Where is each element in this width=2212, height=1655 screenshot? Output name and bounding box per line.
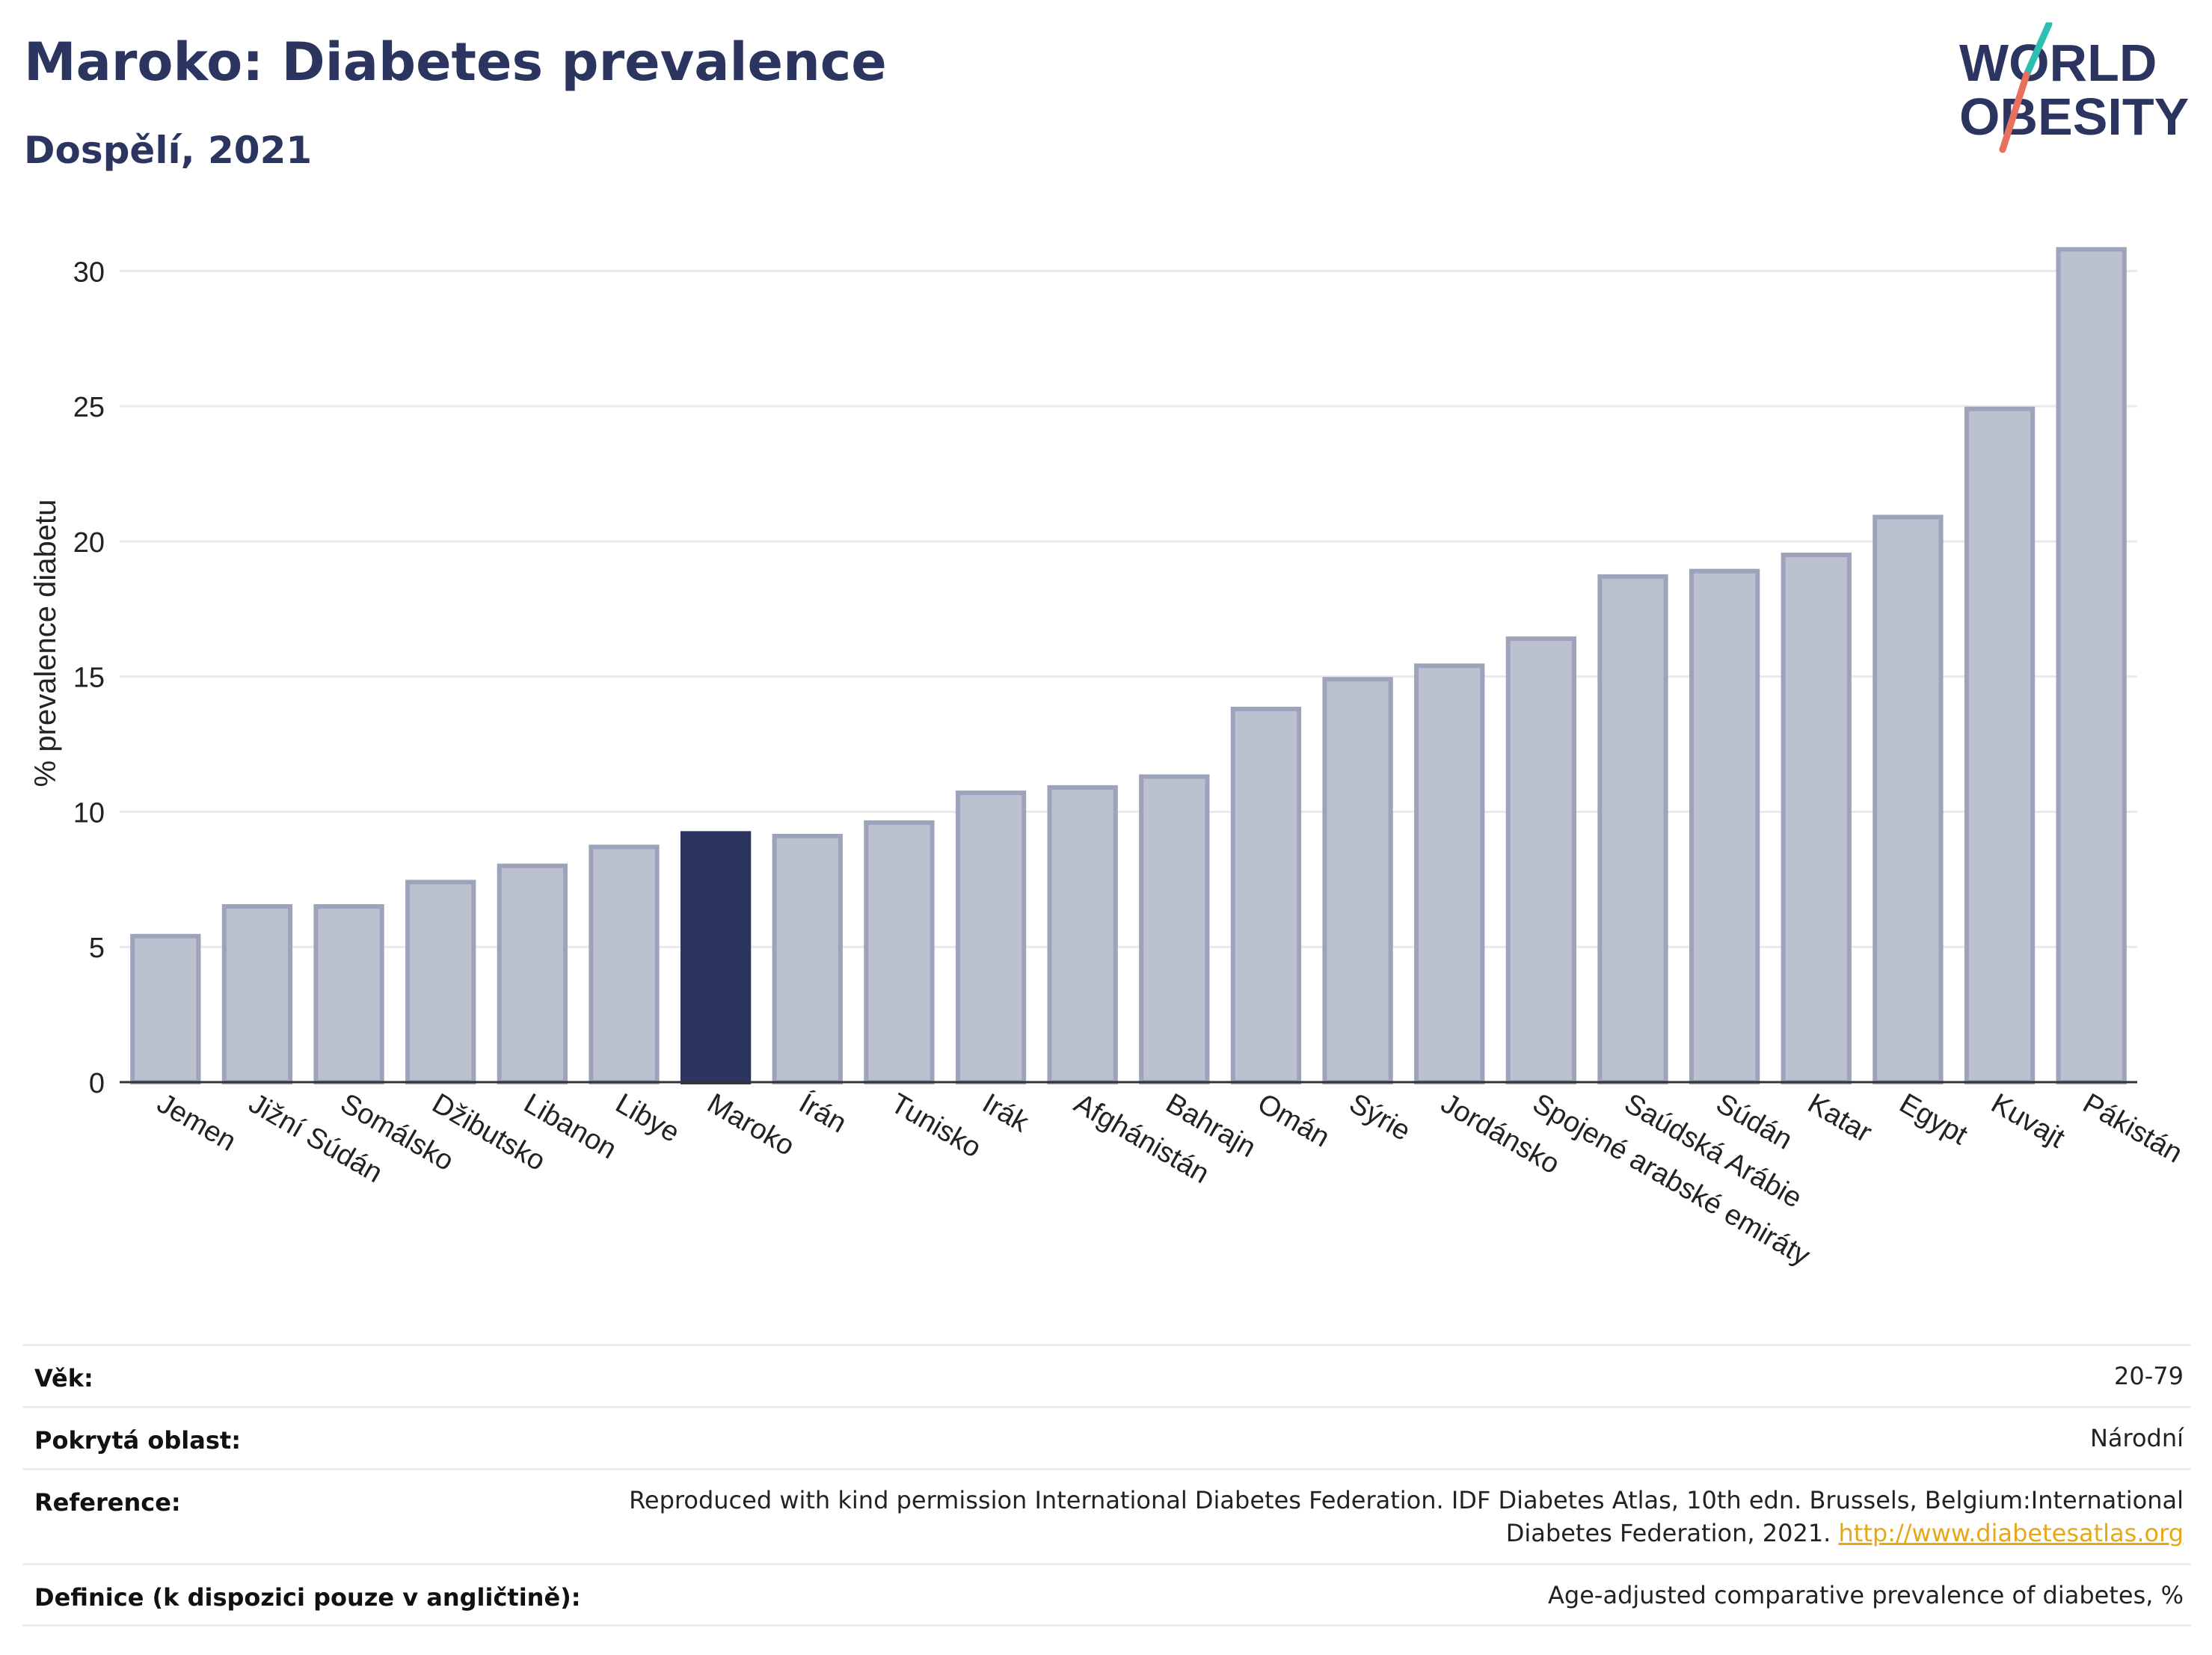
y-tick-label: 30	[73, 257, 105, 288]
info-row-age: Věk: 20-79	[22, 1344, 2191, 1406]
chart-title: Maroko: Diabetes prevalence	[24, 31, 887, 93]
bar-21	[2056, 247, 2127, 1085]
bar-4	[497, 863, 568, 1084]
bar-11	[1139, 774, 1210, 1084]
y-tick-label: 0	[89, 1068, 105, 1099]
x-tick-label: Libye	[610, 1087, 685, 1149]
bar-12	[1230, 707, 1302, 1084]
bar-0	[130, 933, 201, 1084]
y-tick-label: 10	[73, 797, 105, 829]
age-value: 20-79	[2114, 1362, 2184, 1390]
bar-19	[1872, 515, 1944, 1084]
bar-9	[955, 790, 1027, 1085]
bar-14	[1414, 663, 1485, 1084]
reference-label: Reference:	[34, 1488, 181, 1517]
bar-5	[589, 844, 660, 1085]
age-label: Věk:	[34, 1364, 93, 1393]
bar-7	[772, 833, 843, 1085]
bar-20	[1964, 406, 2036, 1084]
reference-line-2-text: Diabetes Federation, 2021.	[1505, 1519, 1839, 1547]
y-tick-label: 25	[73, 392, 105, 423]
definition-value: Age-adjusted comparative prevalence of d…	[1548, 1581, 2184, 1609]
bar-13	[1322, 677, 1393, 1084]
bar-1	[221, 903, 293, 1084]
reference-line-2: Diabetes Federation, 2021. http://www.di…	[629, 1517, 2184, 1550]
bar-17	[1689, 568, 1760, 1084]
x-tick-label: Tunisko	[885, 1087, 986, 1164]
bar-3	[405, 879, 476, 1084]
bar-10	[1047, 784, 1118, 1084]
bars	[130, 247, 2127, 1085]
y-tick-label: 20	[73, 527, 105, 559]
info-row-definition: Definice (k dispozici pouze v angličtině…	[22, 1563, 2191, 1625]
x-tick-label: Egypt	[1894, 1087, 1973, 1151]
reference-line-1: Reproduced with kind permission Internat…	[629, 1486, 2184, 1514]
x-tick-label: Maroko	[702, 1087, 800, 1162]
x-tick-label: Irák	[977, 1087, 1035, 1139]
chart-subtitle: Dospělí, 2021	[24, 129, 313, 172]
diabetes-atlas-link[interactable]: http://www.diabetesatlas.org	[1838, 1519, 2184, 1547]
x-tick-label: Omán	[1252, 1087, 1335, 1153]
logo-line-2: OBESITY	[1959, 87, 2189, 146]
y-tick-labels: 0 5 10 15 20 25 30	[73, 257, 105, 1099]
info-row-reference: Reference: Reproduced with kind permissi…	[22, 1468, 2191, 1564]
bar-8	[864, 820, 935, 1085]
logo-line-1: WORLD	[1959, 34, 2157, 92]
coverage-label: Pokrytá oblast:	[34, 1426, 241, 1455]
info-bottom-border	[22, 1624, 2191, 1627]
y-axis-label: % prevalence diabetu	[29, 500, 62, 787]
bar-15	[1505, 636, 1577, 1084]
world-obesity-logo: WORLD OBESITY	[1959, 22, 2189, 153]
x-tick-label: Írán	[793, 1087, 852, 1140]
bar-6	[680, 831, 752, 1085]
bar-chart: 0 5 10 15 20 25 30 Jemen Jižní SúdánSomálskoDži…	[29, 247, 2188, 1272]
x-tick-label: Pákistán	[2077, 1087, 2187, 1169]
reference-value: Reproduced with kind permission Internat…	[629, 1484, 2184, 1550]
x-tick-label: Sýrie	[1344, 1087, 1416, 1147]
y-tick-label: 15	[73, 663, 105, 694]
x-tick-labels: Jemen Jižní SúdánSomálskoDžibutskoLibanon…	[152, 1087, 2188, 1272]
x-tick-label: Jemen	[152, 1087, 242, 1157]
y-tick-label: 5	[89, 933, 105, 964]
x-tick-label: Kuvajt	[1986, 1087, 2071, 1154]
bar-18	[1781, 552, 1852, 1084]
definition-label: Definice (k dispozici pouze v angličtině…	[34, 1583, 581, 1612]
bar-2	[313, 903, 384, 1084]
x-tick-label: Katar	[1802, 1087, 1877, 1149]
bar-16	[1597, 574, 1668, 1084]
coverage-value: Národní	[2089, 1424, 2184, 1452]
info-row-coverage: Pokrytá oblast: Národní	[22, 1406, 2191, 1468]
